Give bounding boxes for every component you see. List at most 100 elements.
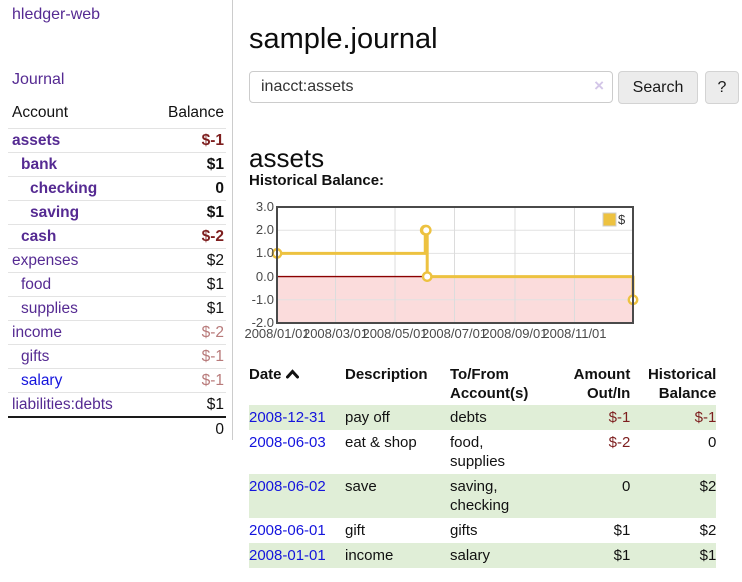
page-title: sample.journal [249, 23, 438, 56]
sidebar-account-link[interactable]: gifts [21, 348, 50, 365]
search-form: × Search ? [249, 71, 739, 104]
y-axis-tick-label: 1.0 [255, 245, 274, 261]
account-balance: $1 [144, 152, 226, 177]
account-balance: $-1 [144, 344, 226, 369]
y-axis-tick-label: 0.0 [255, 268, 274, 284]
historical-balance-chart: $3.0 2.0 1.0 0.0 -1.0 -2.0 2008/01/01 2008/03/0… [244, 199, 742, 348]
transaction-amount: 0 [621, 478, 631, 495]
account-row: assets $-1 [8, 128, 226, 153]
transaction-row[interactable]: 2008-06-02 save saving, checking 0 $2 [249, 474, 717, 518]
account-balance: 0 [144, 176, 226, 201]
x-axis-tick-label: 2008/09/01 [482, 326, 548, 341]
sidebar-account-link[interactable]: income [12, 324, 62, 341]
description-column-header: Description [345, 366, 428, 383]
sidebar-account-link[interactable]: assets [12, 132, 61, 149]
clear-search-icon[interactable]: × [594, 76, 604, 95]
transaction-accounts: gifts [450, 522, 478, 539]
accounts-total-row: 0 [8, 416, 226, 441]
account-row: expenses $2 [8, 248, 226, 273]
account-balance: $1 [144, 272, 226, 297]
transaction-accounts: salary [450, 547, 491, 564]
chart-heading: Historical Balance: [249, 172, 385, 189]
y-axis-tick-label: -1.0 [251, 291, 274, 307]
date-column-header[interactable]: Date [249, 363, 345, 405]
sidebar-account-link[interactable]: bank [21, 156, 58, 173]
sidebar-account-link[interactable]: food [21, 276, 52, 293]
transaction-balance: $1 [699, 547, 717, 564]
sidebar-divider [232, 0, 233, 440]
transaction-amount: $-2 [608, 434, 631, 451]
account-balance: $1 [144, 392, 226, 417]
sidebar-account-link[interactable]: checking [30, 180, 98, 197]
transaction-date-link[interactable]: 2008-06-03 [249, 434, 326, 451]
chevron-up-icon [285, 366, 299, 385]
x-axis-tick-label: 2008/05/01 [362, 326, 428, 341]
transaction-description: save [345, 478, 377, 495]
account-row: supplies $1 [8, 296, 226, 321]
transaction-description: gift [345, 522, 366, 539]
transaction-date-link[interactable]: 2008-12-31 [249, 409, 326, 426]
account-row: saving $1 [8, 200, 226, 225]
account-balance: $2 [144, 248, 226, 273]
balance-column-header: Balance [167, 104, 224, 121]
transaction-row[interactable]: 2008-12-31 pay off debts $-1 $-1 [249, 405, 717, 430]
transaction-row[interactable]: 2008-01-01 income salary $1 $1 [249, 543, 717, 568]
transaction-description: income [345, 547, 394, 564]
account-balance: $-2 [144, 320, 226, 345]
account-balance: $-2 [144, 224, 226, 249]
sidebar-item-journal[interactable]: Journal [12, 71, 65, 88]
transaction-date-link[interactable]: 2008-06-02 [249, 478, 326, 495]
transaction-date-link[interactable]: 2008-01-01 [249, 547, 326, 564]
sidebar-account-link[interactable]: supplies [21, 300, 78, 317]
register-table: Date Description To/From Account(s) Amou… [249, 363, 717, 568]
account-row: cash $-2 [8, 224, 226, 249]
account-row: salary $-1 [8, 368, 226, 393]
x-axis-tick-label: 2008/03/01 [302, 326, 369, 341]
sidebar-account-link[interactable]: liabilities:debts [12, 396, 113, 413]
account-row: checking 0 [8, 176, 226, 201]
register-header-row: Date Description To/From Account(s) Amou… [249, 363, 716, 405]
x-axis-tick-label: 2008/11/01 [542, 326, 607, 341]
sidebar-account-link[interactable]: salary [21, 372, 63, 389]
accounts-total-balance: 0 [144, 416, 226, 441]
transaction-balance: $2 [699, 522, 717, 539]
account-row: bank $1 [8, 152, 226, 177]
accounts-column-header: To/From Account(s) [450, 366, 529, 402]
account-heading: assets [249, 142, 325, 173]
transaction-accounts: saving, checking [450, 478, 510, 514]
account-row: liabilities:debts $1 [8, 392, 226, 417]
sidebar-account-link[interactable]: expenses [12, 252, 79, 269]
accounts-table-header: Account Balance [8, 102, 226, 129]
transaction-accounts: food, supplies [450, 434, 506, 470]
search-button[interactable]: Search [618, 71, 698, 104]
y-axis-tick-label: -2.0 [251, 315, 274, 330]
x-axis-tick-label: 2008/01/01 [244, 326, 310, 341]
account-balance: $-1 [144, 368, 226, 393]
accounts-column-header: Account [12, 104, 69, 121]
transaction-description: pay off [345, 409, 390, 426]
legend-label: $ [618, 212, 626, 227]
search-input[interactable] [249, 71, 613, 103]
sidebar-account-link[interactable]: saving [30, 204, 80, 221]
account-balance: $1 [144, 296, 226, 321]
transaction-amount: $1 [613, 522, 631, 539]
balance-column-header: Historical Balance [647, 366, 717, 402]
app-title[interactable]: hledger-web [12, 6, 101, 23]
x-axis-tick-label: 2008/07/01 [421, 326, 488, 341]
y-axis-tick-label: 3.0 [255, 199, 274, 214]
transaction-date-link[interactable]: 2008-06-01 [249, 522, 326, 539]
transaction-balance: $2 [699, 478, 717, 495]
account-row: income $-2 [8, 320, 226, 345]
transaction-amount: $1 [613, 547, 631, 564]
transaction-balance: 0 [707, 434, 717, 451]
transaction-amount: $-1 [608, 409, 631, 426]
help-button[interactable]: ? [705, 71, 739, 104]
amount-column-header: Amount Out/In [573, 366, 631, 402]
transaction-row[interactable]: 2008-06-01 gift gifts $1 $2 [249, 518, 716, 543]
sidebar-account-link[interactable]: cash [21, 228, 57, 245]
account-row: gifts $-1 [8, 344, 226, 369]
account-balance: $1 [144, 200, 226, 225]
transaction-accounts: debts [450, 409, 487, 426]
transaction-row[interactable]: 2008-06-03 eat & shop food, supplies $-2 0 [249, 430, 716, 474]
account-row: food $1 [8, 272, 226, 297]
